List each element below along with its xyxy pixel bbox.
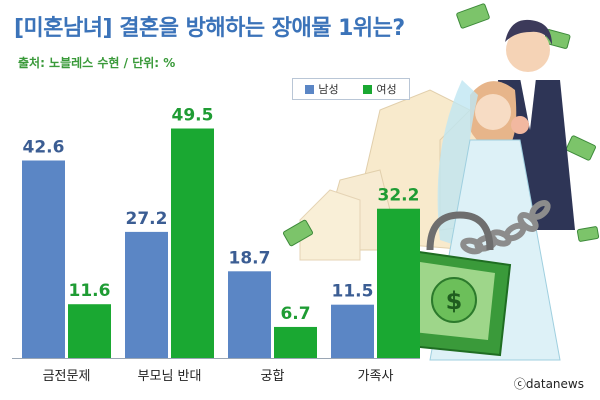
bar-male-1 bbox=[125, 231, 168, 358]
svg-text:$: $ bbox=[446, 287, 463, 315]
source-credit: ⓒdatanews bbox=[513, 377, 584, 391]
bar-male-0 bbox=[22, 160, 65, 358]
bar-female-0 bbox=[68, 304, 111, 358]
legend-label-female: 여성 bbox=[376, 83, 397, 96]
legend-swatch-female bbox=[363, 84, 373, 94]
category-label-1: 부모님 반대 bbox=[138, 369, 202, 384]
data-label-female-0: 11.6 bbox=[69, 281, 111, 301]
chart-title: [미혼남녀] 결혼을 방해하는 장애물 1위는? bbox=[14, 16, 405, 41]
legend-item-female: 여성 bbox=[363, 81, 397, 97]
category-label-2: 궁합 bbox=[261, 369, 285, 384]
category-label-3: 가족사 bbox=[358, 369, 394, 384]
data-label-male-1: 27.2 bbox=[126, 209, 168, 229]
bar-female-2 bbox=[274, 326, 317, 358]
data-label-male-2: 18.7 bbox=[229, 248, 271, 268]
category-label-0: 금전문제 bbox=[43, 369, 91, 384]
data-label-male-0: 42.6 bbox=[23, 137, 65, 157]
bar-male-2 bbox=[228, 271, 271, 358]
padlock-icon: $ bbox=[398, 211, 512, 357]
data-label-female-3: 32.2 bbox=[378, 186, 420, 206]
legend-label-male: 남성 bbox=[318, 83, 339, 96]
bar-female-3 bbox=[377, 208, 420, 358]
data-label-male-3: 11.5 bbox=[332, 282, 374, 302]
data-label-female-1: 49.5 bbox=[172, 106, 214, 126]
bar-female-1 bbox=[171, 128, 214, 358]
data-label-female-2: 6.7 bbox=[280, 304, 310, 324]
legend-swatch-male bbox=[305, 84, 315, 94]
bar-male-3 bbox=[331, 304, 374, 358]
legend-item-male: 남성 bbox=[305, 81, 339, 97]
chart-subtitle: 출처: 노블레스 수현 / 단위: % bbox=[18, 56, 176, 70]
chart-legend: 남성 여성 bbox=[292, 78, 410, 100]
money-bill-icon bbox=[282, 3, 600, 247]
